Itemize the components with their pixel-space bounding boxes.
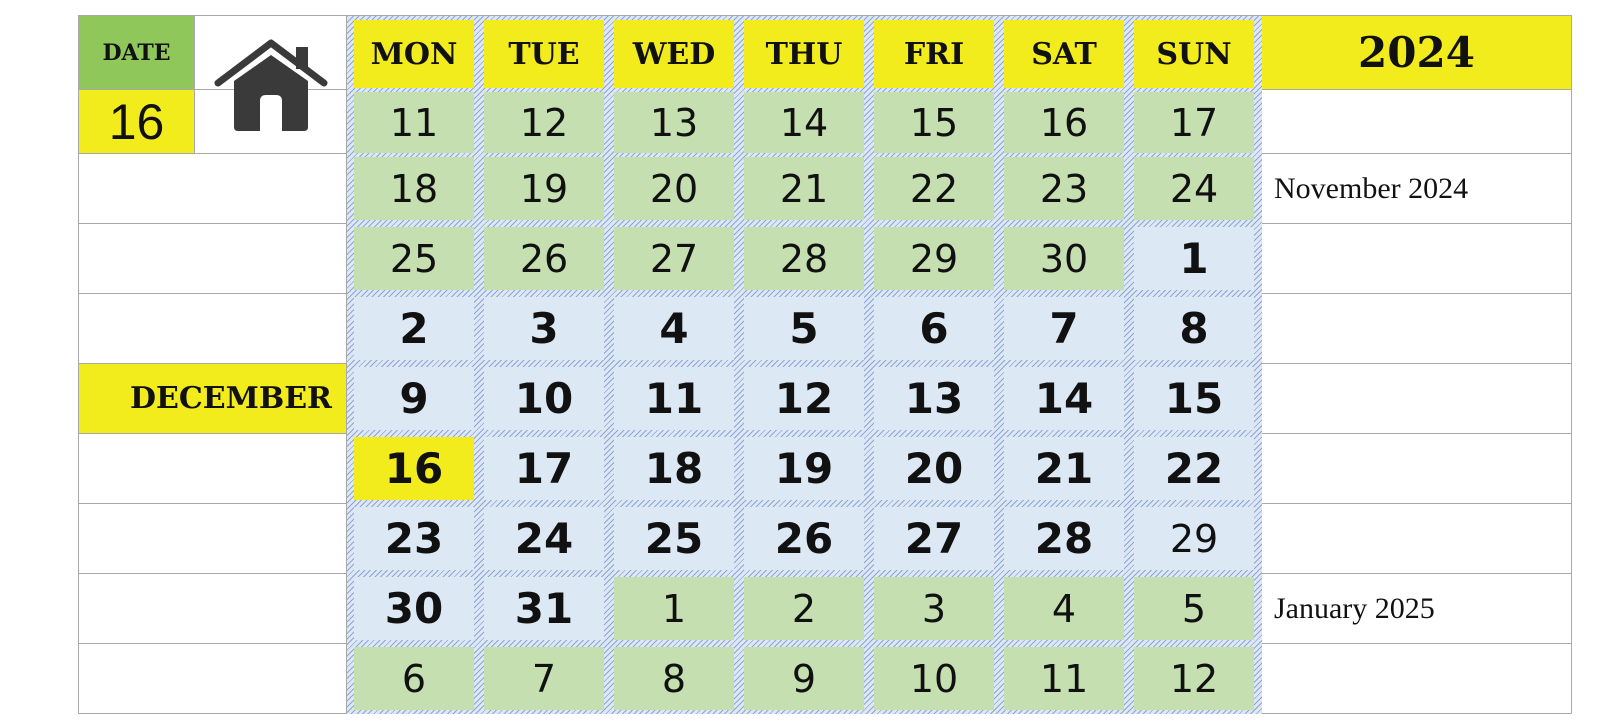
day-cell[interactable]: 30 — [354, 577, 474, 640]
day-cell[interactable]: 8 — [1134, 297, 1254, 360]
day-cell[interactable]: 21 — [744, 157, 864, 220]
day-cell[interactable]: 29 — [874, 227, 994, 290]
day-cell[interactable]: 24 — [484, 507, 604, 570]
day-cell[interactable]: 6 — [354, 647, 474, 710]
day-cell[interactable]: 2 — [354, 297, 474, 360]
day-cell[interactable]: 4 — [1004, 577, 1124, 640]
weekday-sat: SAT — [1004, 20, 1124, 88]
day-cell[interactable]: 2 — [744, 577, 864, 640]
weekday-wed: WED — [614, 20, 734, 88]
day-cell[interactable]: 13 — [614, 92, 734, 153]
day-cell[interactable]: 7 — [1004, 297, 1124, 360]
prev-month-note: November 2024 — [1274, 172, 1469, 205]
day-cell[interactable]: 17 — [484, 437, 604, 500]
day-cell[interactable]: 23 — [354, 507, 474, 570]
weekday-thu: THU — [744, 20, 864, 88]
next-month-note: January 2025 — [1274, 592, 1435, 625]
day-cell[interactable]: 12 — [484, 92, 604, 153]
day-cell[interactable]: 27 — [614, 227, 734, 290]
day-cell[interactable]: 1 — [1134, 227, 1254, 290]
weekday-mon: MON — [354, 20, 474, 88]
home-button[interactable] — [195, 16, 346, 153]
day-cell[interactable]: 21 — [1004, 437, 1124, 500]
day-cell[interactable]: 20 — [874, 437, 994, 500]
day-cell[interactable]: 1 — [614, 577, 734, 640]
day-cell[interactable]: 6 — [874, 297, 994, 360]
day-cell[interactable]: 8 — [614, 647, 734, 710]
day-cell[interactable]: 19 — [484, 157, 604, 220]
day-cell[interactable]: 25 — [354, 227, 474, 290]
weekday-sun: SUN — [1134, 20, 1254, 88]
day-cell[interactable]: 22 — [874, 157, 994, 220]
day-cell[interactable]: 10 — [484, 367, 604, 430]
day-cell[interactable]: 7 — [484, 647, 604, 710]
day-cell[interactable]: 14 — [1004, 367, 1124, 430]
day-cell[interactable]: 31 — [484, 577, 604, 640]
day-cell[interactable]: 3 — [874, 577, 994, 640]
day-cell[interactable]: 19 — [744, 437, 864, 500]
day-cell[interactable]: 5 — [744, 297, 864, 360]
date-label: DATE — [79, 16, 194, 89]
day-cell[interactable]: 11 — [614, 367, 734, 430]
day-cell[interactable]: 28 — [1004, 507, 1124, 570]
day-cell-today[interactable]: 16 — [354, 437, 474, 500]
day-cell[interactable]: 20 — [614, 157, 734, 220]
day-cell[interactable]: 9 — [354, 367, 474, 430]
day-cell[interactable]: 30 — [1004, 227, 1124, 290]
day-cell[interactable]: 16 — [1004, 92, 1124, 153]
day-cell[interactable]: 9 — [744, 647, 864, 710]
day-cell[interactable]: 11 — [354, 92, 474, 153]
day-cell[interactable]: 24 — [1134, 157, 1254, 220]
day-cell[interactable]: 18 — [354, 157, 474, 220]
home-icon — [214, 39, 327, 131]
day-cell[interactable]: 17 — [1134, 92, 1254, 153]
day-cell[interactable]: 14 — [744, 92, 864, 153]
day-cell[interactable]: 18 — [614, 437, 734, 500]
day-cell[interactable]: 26 — [744, 507, 864, 570]
day-cell[interactable]: 10 — [874, 647, 994, 710]
day-cell[interactable]: 13 — [874, 367, 994, 430]
day-cell[interactable]: 26 — [484, 227, 604, 290]
year-label: 2024 — [1262, 16, 1571, 89]
day-cell[interactable]: 27 — [874, 507, 994, 570]
day-cell[interactable]: 25 — [614, 507, 734, 570]
month-label: DECEMBER — [79, 364, 346, 433]
day-cell[interactable]: 15 — [1134, 367, 1254, 430]
day-cell[interactable]: 4 — [614, 297, 734, 360]
day-cell[interactable]: 29 — [1134, 507, 1254, 570]
day-cell[interactable]: 22 — [1134, 437, 1254, 500]
day-cell[interactable]: 11 — [1004, 647, 1124, 710]
current-date-value: 16 — [79, 90, 194, 153]
weekday-fri: FRI — [874, 20, 994, 88]
day-cell[interactable]: 12 — [1134, 647, 1254, 710]
weekday-tue: TUE — [484, 20, 604, 88]
day-cell[interactable]: 23 — [1004, 157, 1124, 220]
day-cell[interactable]: 3 — [484, 297, 604, 360]
day-cell[interactable]: 28 — [744, 227, 864, 290]
day-cell[interactable]: 5 — [1134, 577, 1254, 640]
day-cell[interactable]: 15 — [874, 92, 994, 153]
day-cell[interactable]: 12 — [744, 367, 864, 430]
